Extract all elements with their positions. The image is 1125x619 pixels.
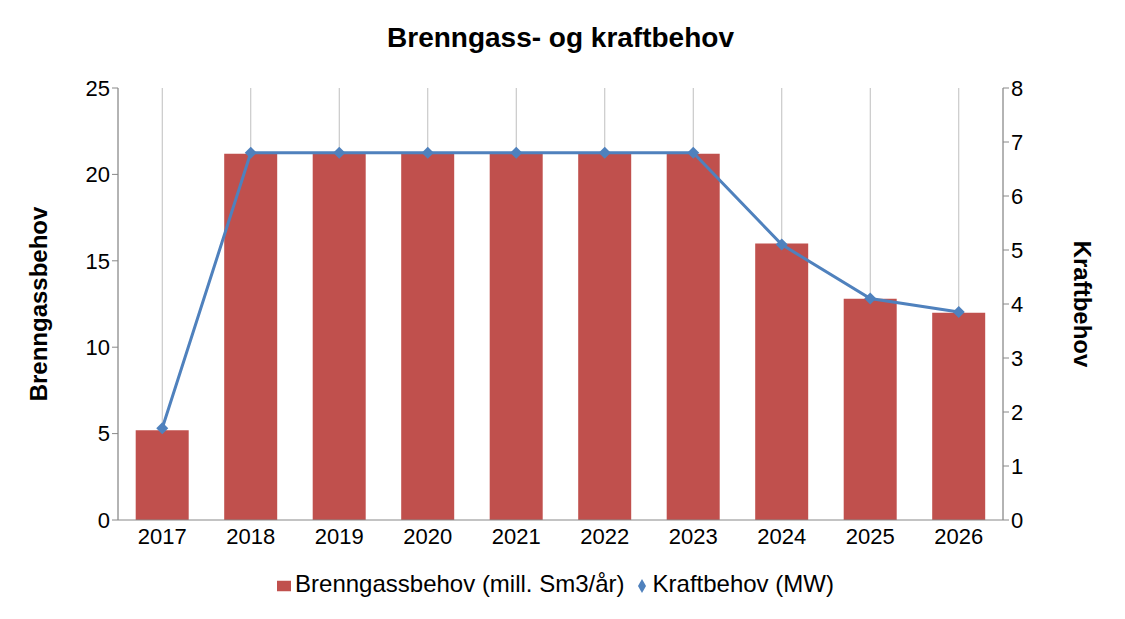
svg-text:2022: 2022 <box>580 524 629 549</box>
svg-text:0: 0 <box>1011 508 1023 533</box>
svg-text:2: 2 <box>1011 400 1023 425</box>
svg-text:10: 10 <box>86 335 110 360</box>
svg-text:15: 15 <box>86 249 110 274</box>
html-text:Brenngassbehov (mill. Sm3/år): Brenngassbehov (mill. Sm3/år) <box>295 570 625 597</box>
svg-text:5: 5 <box>98 421 110 446</box>
svg-text:8: 8 <box>1011 76 1023 101</box>
svg-text:6: 6 <box>1011 184 1023 209</box>
svg-text:2019: 2019 <box>315 524 364 549</box>
svg-text:2021: 2021 <box>492 524 541 549</box>
svg-text:4: 4 <box>1011 292 1023 317</box>
svg-text:2018: 2018 <box>226 524 275 549</box>
html-text:Kraftbehov (MW): Kraftbehov (MW) <box>652 570 834 597</box>
html-text:Brenngass- og kraftbehov: Brenngass- og kraftbehov <box>387 22 734 53</box>
svg-text:2024: 2024 <box>757 524 806 549</box>
svg-text:2020: 2020 <box>403 524 452 549</box>
svg-text:2025: 2025 <box>846 524 895 549</box>
svg-text:Kraftbehov: Kraftbehov <box>1069 241 1096 368</box>
svg-text:25: 25 <box>86 76 110 101</box>
svg-text:7: 7 <box>1011 130 1023 155</box>
svg-text:2026: 2026 <box>934 524 983 549</box>
svg-text:Brenngassbehov: Brenngassbehov <box>25 206 52 401</box>
svg-text:1: 1 <box>1011 454 1023 479</box>
svg-text:0: 0 <box>98 508 110 533</box>
svg-text:2017: 2017 <box>138 524 187 549</box>
svg-text:20: 20 <box>86 162 110 187</box>
svg-text:5: 5 <box>1011 238 1023 263</box>
svg-text:3: 3 <box>1011 346 1023 371</box>
svg-text:2023: 2023 <box>669 524 718 549</box>
